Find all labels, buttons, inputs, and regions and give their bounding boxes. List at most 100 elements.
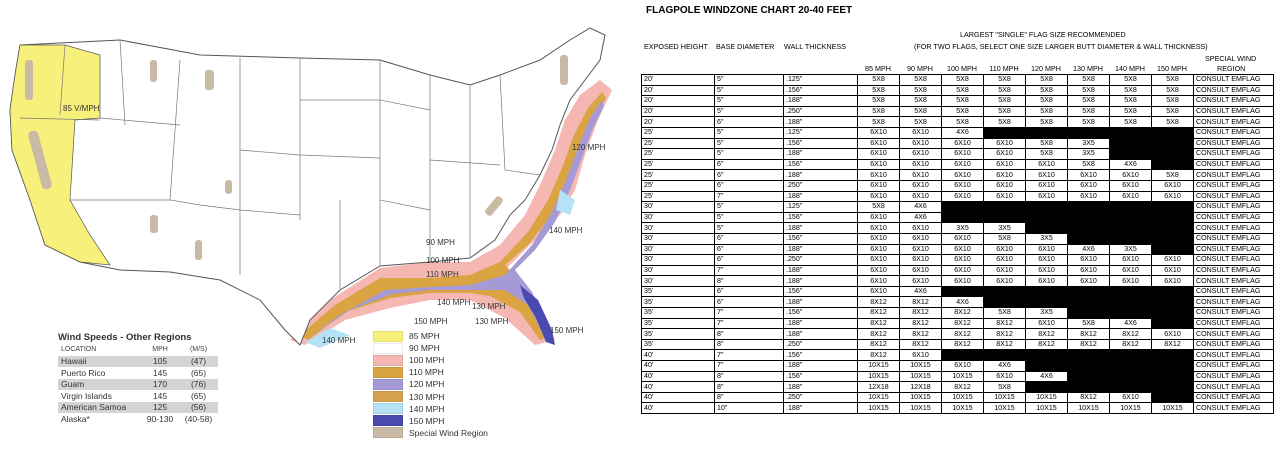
wall-thickness-cell: .250" — [783, 179, 858, 192]
flag-size-cell: 5X8 — [899, 74, 942, 86]
legend-item: 100 MPH — [373, 354, 488, 366]
flag-size-cell: 6X10 — [941, 254, 984, 266]
base-diameter-cell: 7" — [714, 307, 784, 319]
not-recommended-cell — [1067, 349, 1110, 362]
header-exposed-height: EXPOSED HEIGHT — [644, 42, 708, 51]
legend-swatch — [373, 330, 403, 342]
flag-size-cell: 5X8 — [1109, 105, 1152, 118]
not-recommended-cell — [1109, 148, 1152, 160]
base-diameter-cell: 6" — [714, 169, 784, 181]
flag-size-cell: 4X6 — [1109, 158, 1152, 171]
legend-item: 130 MPH — [373, 390, 488, 403]
special-wind-cell: CONSULT EMFLAG — [1193, 95, 1274, 107]
wall-thickness-cell: .188" — [783, 264, 858, 277]
flag-size-cell: 6X10 — [1067, 275, 1110, 287]
legend-item: 110 MPH — [373, 366, 488, 378]
legend-label: 150 MPH — [409, 415, 445, 426]
zone-label: 140 MPH — [437, 298, 471, 307]
flag-size-cell: 6X10 — [1025, 158, 1068, 171]
table-row: 40' 8" .250" 10X15 10X15 10X15 10X15 10X15 8X12 6… — [641, 391, 1274, 404]
not-recommended-cell — [1151, 317, 1194, 330]
flag-size-cell: 6X10 — [1025, 264, 1068, 277]
exposed-height-cell: 35' — [641, 317, 715, 330]
flag-size-cell: 6X10 — [1151, 179, 1194, 192]
flag-size-cell: 6X10 — [899, 158, 942, 171]
table-row: 20' 5" .125" 5X8 5X8 5X8 5X8 5X8 5X8 5X8 5X8 CONSUL… — [641, 74, 1274, 86]
flag-size-cell: 5X8 — [1151, 84, 1194, 97]
base-diameter-cell: 8" — [714, 328, 784, 340]
flag-size-cell: 6X10 — [941, 275, 984, 287]
exposed-height-cell: 25' — [641, 179, 715, 192]
wall-thickness-cell: .125" — [783, 74, 858, 86]
not-recommended-cell — [1151, 232, 1194, 245]
flag-size-cell: 6X10 — [1151, 275, 1194, 287]
table-row: 30' 6" .250" 6X10 6X10 6X10 6X10 6X10 6X10 6X10 6X… — [641, 254, 1274, 266]
us-map-graphic — [9, 27, 612, 348]
flag-size-cell: 8X12 — [857, 338, 900, 351]
flag-size-cell: 6X10 — [1109, 190, 1152, 203]
header-region: REGION — [1217, 64, 1246, 73]
flag-size-cell: 6X10 — [1067, 254, 1110, 266]
not-recommended-cell — [983, 349, 1026, 362]
special-wind-cell: CONSULT EMFLAG — [1193, 317, 1274, 330]
flag-size-cell: 6X10 — [983, 158, 1026, 171]
table-row: 25' 5" .125" 6X10 6X10 4X6 CONSULT EMFLAG — [641, 126, 1274, 139]
flag-size-cell: 8X12 — [1025, 338, 1068, 351]
flag-size-cell: 10X15 — [1025, 402, 1068, 414]
exposed-height-cell: 25' — [641, 126, 715, 139]
flag-size-cell: 6X10 — [1025, 169, 1068, 181]
flag-size-cell: 5X8 — [983, 105, 1026, 118]
flag-size-cell: 6X10 — [857, 137, 900, 150]
base-diameter-cell: 6" — [714, 179, 784, 192]
flag-size-cell: 4X6 — [941, 296, 984, 309]
wall-thickness-cell: .250" — [783, 105, 858, 118]
table-row: 30' 5" .188" 6X10 6X10 3X5 3X5 CONSULT EMFLAG — [641, 222, 1274, 234]
not-recommended-cell — [983, 285, 1026, 298]
flag-size-cell: 3X5 — [1109, 243, 1152, 256]
flag-size-cell: 10X15 — [899, 402, 942, 414]
wall-thickness-cell: .156" — [783, 137, 858, 150]
flag-size-cell: 6X10 — [1109, 169, 1152, 181]
flag-size-cell: 6X10 — [941, 158, 984, 171]
base-diameter-cell: 6" — [714, 285, 784, 298]
col-header: Location — [61, 346, 97, 354]
not-recommended-cell — [1151, 158, 1194, 171]
flag-size-cell: 10X15 — [941, 370, 984, 383]
flag-size-cell: 6X10 — [941, 148, 984, 160]
speed-header: 90 MPH — [907, 64, 933, 73]
table-row: 20' 5" .188" 5X8 5X8 5X8 5X8 5X8 5X8 5X8 5X8 CONSUL… — [641, 95, 1274, 107]
table-row: 40' 8" .156" 10X15 10X15 10X15 6X10 4X6 CONSULT … — [641, 370, 1274, 383]
flag-size-cell: 6X10 — [941, 264, 984, 277]
not-recommended-cell — [983, 211, 1026, 224]
not-recommended-cell — [1025, 126, 1068, 139]
flag-size-cell: 6X10 — [1109, 275, 1152, 287]
flag-size-cell: 10X15 — [983, 402, 1026, 414]
zone-label: 85 V/MPH — [63, 104, 100, 113]
flag-size-cell: 5X8 — [1109, 84, 1152, 97]
special-wind-regions — [25, 55, 568, 260]
flag-size-cell: 5X8 — [941, 116, 984, 128]
flag-size-cell: 5X8 — [1025, 84, 1068, 97]
flag-size-cell: 10X15 — [1067, 402, 1110, 414]
table-row: 25' 7" .188" 6X10 6X10 6X10 6X10 6X10 6X10 6X10 6X… — [641, 190, 1274, 203]
flag-size-cell: 5X8 — [983, 232, 1026, 245]
speed-header: 120 MPH — [1031, 64, 1061, 73]
flag-size-cell: 8X12 — [899, 328, 942, 340]
legend-swatch — [373, 427, 403, 439]
legend-swatch — [373, 403, 403, 415]
header-two-flags-note: (FOR TWO FLAGS, SELECT ONE SIZE LARGER B… — [914, 42, 1208, 51]
speed-header: 150 MPH — [1157, 64, 1187, 73]
flag-size-cell: 4X6 — [899, 211, 942, 224]
zone-120-band — [310, 100, 604, 337]
flag-size-cell: 6X10 — [899, 148, 942, 160]
flag-size-cell: 6X10 — [1151, 328, 1194, 340]
not-recommended-cell — [1109, 201, 1152, 213]
wall-thickness-cell: .188" — [783, 381, 858, 393]
not-recommended-cell — [1151, 381, 1194, 393]
flag-size-cell: 6X10 — [857, 222, 900, 234]
not-recommended-cell — [1067, 222, 1110, 234]
zone-label: 140 MPH — [322, 336, 356, 345]
special-wind-cell: CONSULT EMFLAG — [1193, 285, 1274, 298]
flag-size-cell: 8X12 — [857, 328, 900, 340]
table-row: American Samoa 125 (56) — [58, 401, 218, 413]
